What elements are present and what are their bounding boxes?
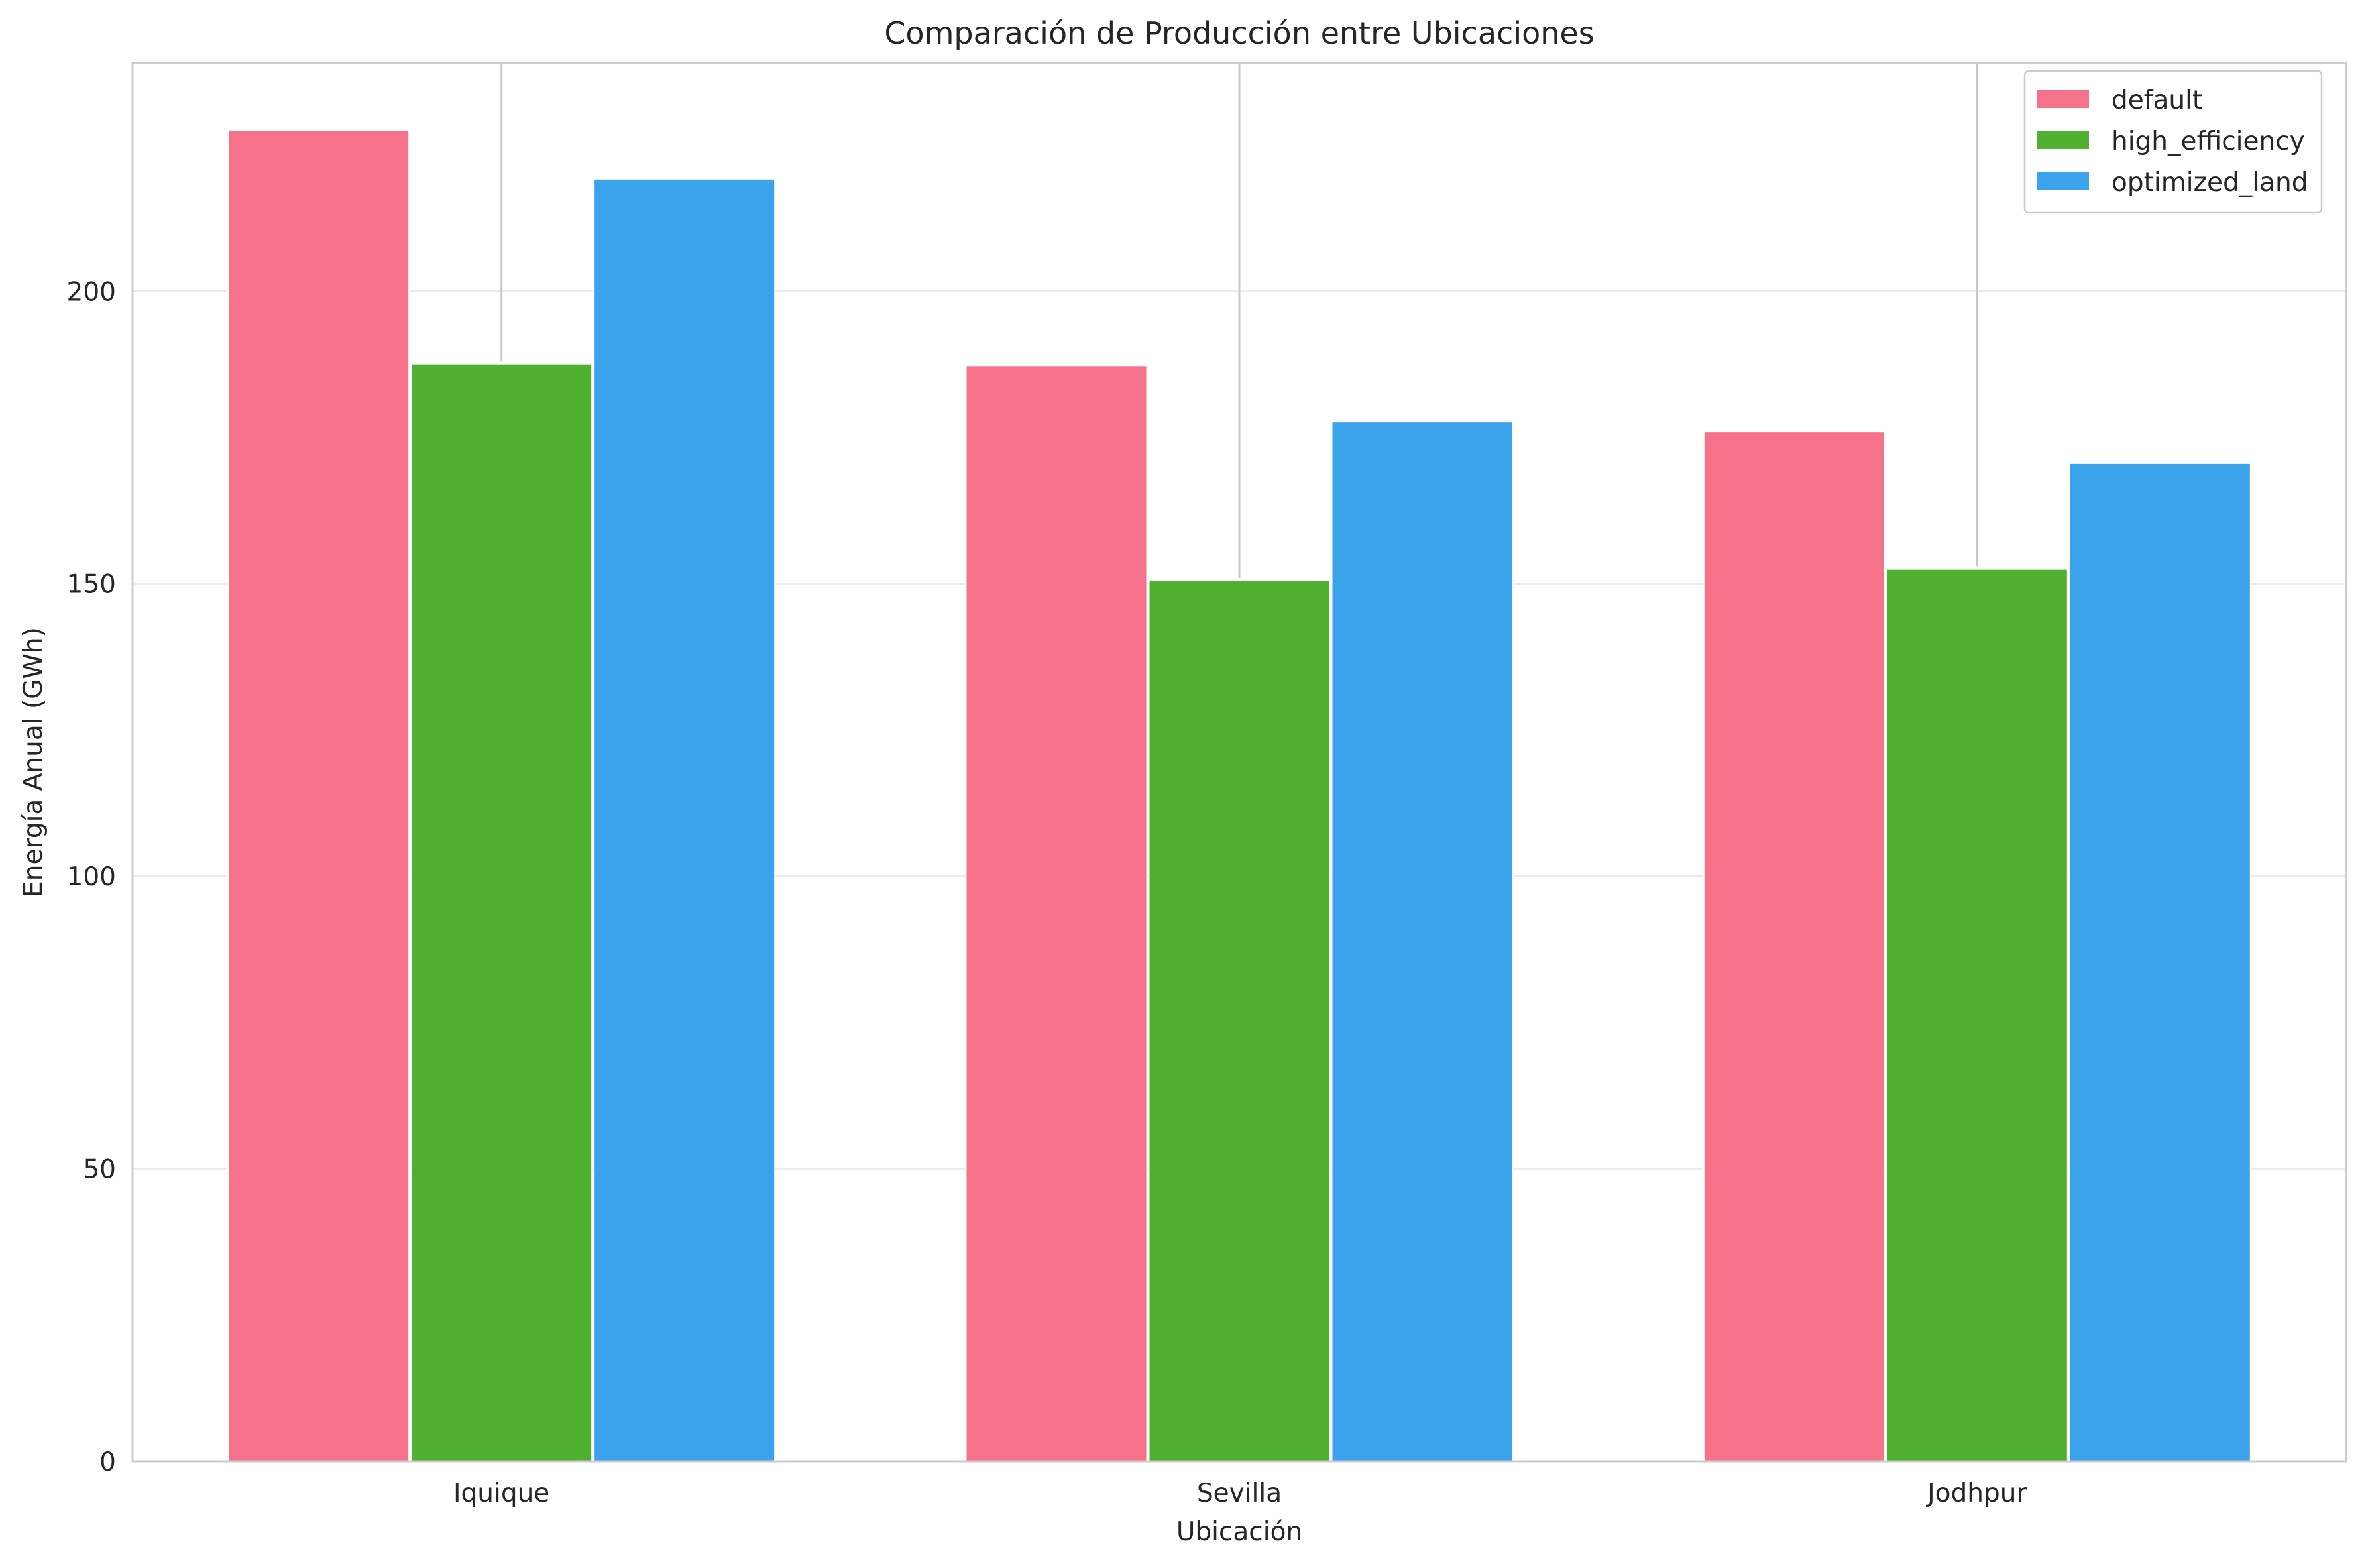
y-tick-label: 200 [67,277,116,307]
bar-high_efficiency [1886,568,2068,1462]
legend-swatch [2037,131,2089,149]
legend-label: high_efficiency [2112,127,2305,156]
chart-title: Comparación de Producción entre Ubicacio… [884,15,1594,51]
x-tick-label: Iquique [453,1479,549,1508]
error-lines [500,63,1978,578]
legend-label: optimized_land [2112,168,2308,197]
legend-swatch [2037,90,2089,108]
y-axis-label: Energía Anual (GWh) [19,627,48,897]
x-axis-label: Ubicación [1176,1517,1302,1547]
y-tick-label: 100 [67,862,116,892]
x-ticks: Iquique Sevilla Jodhpur [453,1479,2027,1508]
y-tick-label: 50 [83,1155,116,1185]
bar-high_efficiency [410,363,593,1462]
x-tick-label: Sevilla [1197,1479,1282,1508]
y-tick-label: 150 [67,570,116,600]
bar-high_efficiency [1148,579,1331,1462]
y-tick-label: 0 [99,1447,116,1477]
legend-swatch [2037,172,2089,190]
bar-default [227,129,410,1462]
y-ticks: 0 50 100 150 200 [67,277,116,1477]
bar-optimized_land [2068,462,2251,1462]
legend: default high_efficiency optimized_land [2023,70,2323,214]
x-tick-label: Jodhpur [1925,1479,2027,1508]
bar-optimized_land [1331,421,1514,1462]
bar-default [965,365,1148,1462]
bars [227,129,2251,1462]
plot-frame [131,62,2347,1463]
bar-optimized_land [593,178,776,1462]
legend-box [2023,70,2323,214]
legend-label: default [2112,85,2202,115]
bar-default [1703,431,1886,1462]
